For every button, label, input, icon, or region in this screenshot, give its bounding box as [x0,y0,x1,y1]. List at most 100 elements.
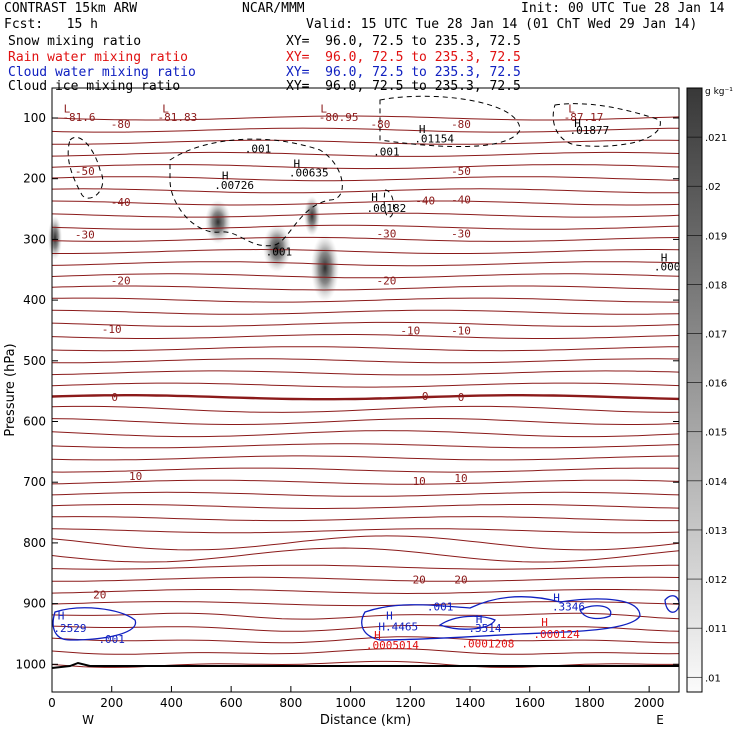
extremum-label: .0005014 [366,639,419,652]
colorbar-tick-label: .021 [705,133,727,144]
colorbar-tick-label: .018 [705,280,727,291]
isotherm-line [51,382,680,388]
valid-time: Valid: 15 UTC Tue 28 Jan 14 (01 ChT Wed … [306,17,698,32]
isotherm-line [51,636,679,644]
isotherm-line [51,151,680,157]
forecast-hour: Fcst: 15 h [4,17,98,32]
isotherm-line [51,504,680,509]
snow-shade [205,200,231,244]
isotherm-line [51,516,679,522]
y-axis-title: Pressure (hPa) [3,343,18,436]
isotherm-line [51,467,680,473]
extremum-label: .001 [266,246,293,259]
cloud-water-contour [361,595,641,641]
isotherm-line [51,346,680,352]
extremum-label: .001 [245,142,272,155]
colorbar-bar [686,87,703,693]
field-xy-cloud-water: XY= 96.0, 72.5 to 235.3, 72.5 [286,65,521,80]
isotherm-line [51,164,680,170]
cloud-ice-contour [552,103,661,147]
field-name-cloud-water: Cloud water mixing ratio [8,65,196,80]
snow-shade [304,196,320,236]
x-tick-label: 800 [279,696,302,710]
isotherm-label: -50 [75,165,95,178]
isotherm-label: -30 [451,227,471,240]
cloud-ice-contour [169,138,343,247]
isotherm-line [51,176,680,182]
isotherm-line [52,576,680,582]
isotherm-line [51,418,680,425]
isotherm-label: 0 [458,391,465,404]
x-tick-label: 0 [48,696,56,710]
isotherm-label: 20 [413,573,426,586]
x-tick-label: 600 [220,696,243,710]
isotherm-line [51,589,680,595]
isotherm-line [51,564,680,570]
isotherm-label: -40 [415,195,435,208]
isotherm-label: -40 [111,196,131,209]
isotherm-line [52,139,680,145]
isotherm-label: -30 [75,229,95,242]
extremum-label: .0001208 [461,638,514,651]
snow-shade [263,224,291,272]
y-tick-label: 400 [23,293,46,307]
isotherm-line [51,200,680,206]
isotherm-label: 10 [454,472,467,485]
extremum-label: H [553,592,560,605]
ground-line [51,661,679,669]
extremum-label: L [64,102,71,115]
isotherm-label: -80 [111,118,131,131]
x-tick-label: 1200 [395,696,426,710]
extremum-label: -80.95 [319,111,359,124]
y-tick-label: 900 [23,597,46,611]
isotherm-line [51,285,680,291]
plot-frame [51,87,680,693]
field-xy-snow: XY= 96.0, 72.5 to 235.3, 72.5 [286,34,521,49]
x-tick-label: 1400 [455,696,486,710]
contour-lines [51,95,680,669]
east-label: E [656,713,664,727]
cloud-ice-contour [379,95,521,148]
cloud-water-contour [438,615,496,630]
extremum-label: .000 [654,261,681,274]
cloud-ice-contour [383,189,395,218]
isotherm-line [51,309,680,315]
snow-shade [311,234,339,302]
extremum-label: H [58,610,65,623]
isotherm-label: -50 [451,165,471,178]
isotherm-line [51,479,680,485]
colorbar-tick-label: .019 [705,231,727,242]
isotherm-label: 20 [93,589,106,602]
extremum-label: L [320,102,327,115]
colorbar-tick-label: .016 [705,379,727,390]
x-tick-label: 1600 [514,696,545,710]
extremum-label: .3346 [552,601,585,614]
y-tick-label: 600 [23,415,46,429]
isotherm-line [51,612,680,620]
extremum-label: H [661,252,668,265]
isotherm-line [52,358,680,364]
isotherm-line [51,491,680,497]
init-time: Init: 00 UTC Tue 28 Jan 14 [521,1,725,16]
y-tick-label: 300 [23,232,46,246]
extremum-label: -87.17 [564,111,604,124]
y-tick-label: 100 [23,111,46,125]
x-axis-title: Distance (km) [320,713,411,728]
x-tick-label: 400 [160,696,183,710]
axes: 0 200 400 600 800 1000 1200 1400 1600 1800 2000100… [3,87,680,728]
colorbar-tick-label: .014 [705,477,727,488]
extremum-label: .01877 [570,124,610,137]
isotherm-label: -40 [451,193,471,206]
isotherm-line [51,297,679,303]
isotherm-label: 0 [111,391,118,404]
cloud-water-contour [579,605,612,620]
isotherm-label: -30 [376,227,396,240]
isotherm-line [51,127,680,133]
extremum-label: .3514 [468,622,501,635]
colorbar-tick-label: .011 [705,624,727,635]
isotherm-line [51,405,680,413]
model-title: CONTRAST 15km ARW [4,1,138,16]
x-tick-label: 2000 [634,696,665,710]
colorbar: .021 .02 .019 .018 .017 .016 .015 .014 .013 .012.… [686,87,733,693]
